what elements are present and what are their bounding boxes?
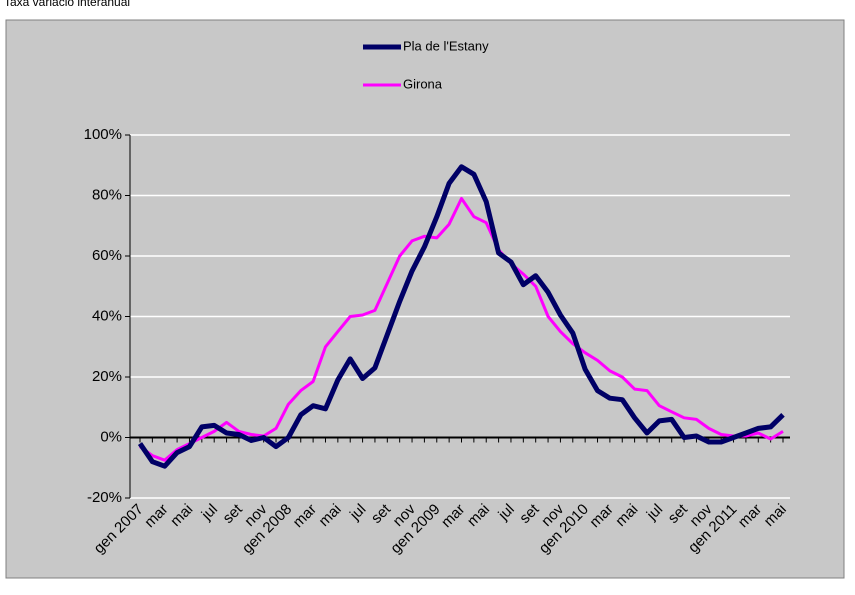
- y-tick-label: 20%: [92, 368, 122, 385]
- chart-title: Taxa variació interanual: [4, 0, 130, 9]
- y-tick-label: -20%: [87, 489, 122, 506]
- chart-area: [5, 19, 845, 579]
- y-tick-label: 0%: [100, 428, 122, 445]
- legend-label: Pla de l'Estany: [403, 38, 489, 53]
- legend-label: Girona: [403, 76, 443, 91]
- y-tick-label: 40%: [92, 307, 122, 324]
- y-tick-label: 80%: [92, 186, 122, 203]
- series-line: [139, 197, 784, 462]
- y-tick-label: 100%: [84, 126, 122, 143]
- y-tick-label: 60%: [92, 247, 122, 264]
- series-line: [137, 164, 785, 469]
